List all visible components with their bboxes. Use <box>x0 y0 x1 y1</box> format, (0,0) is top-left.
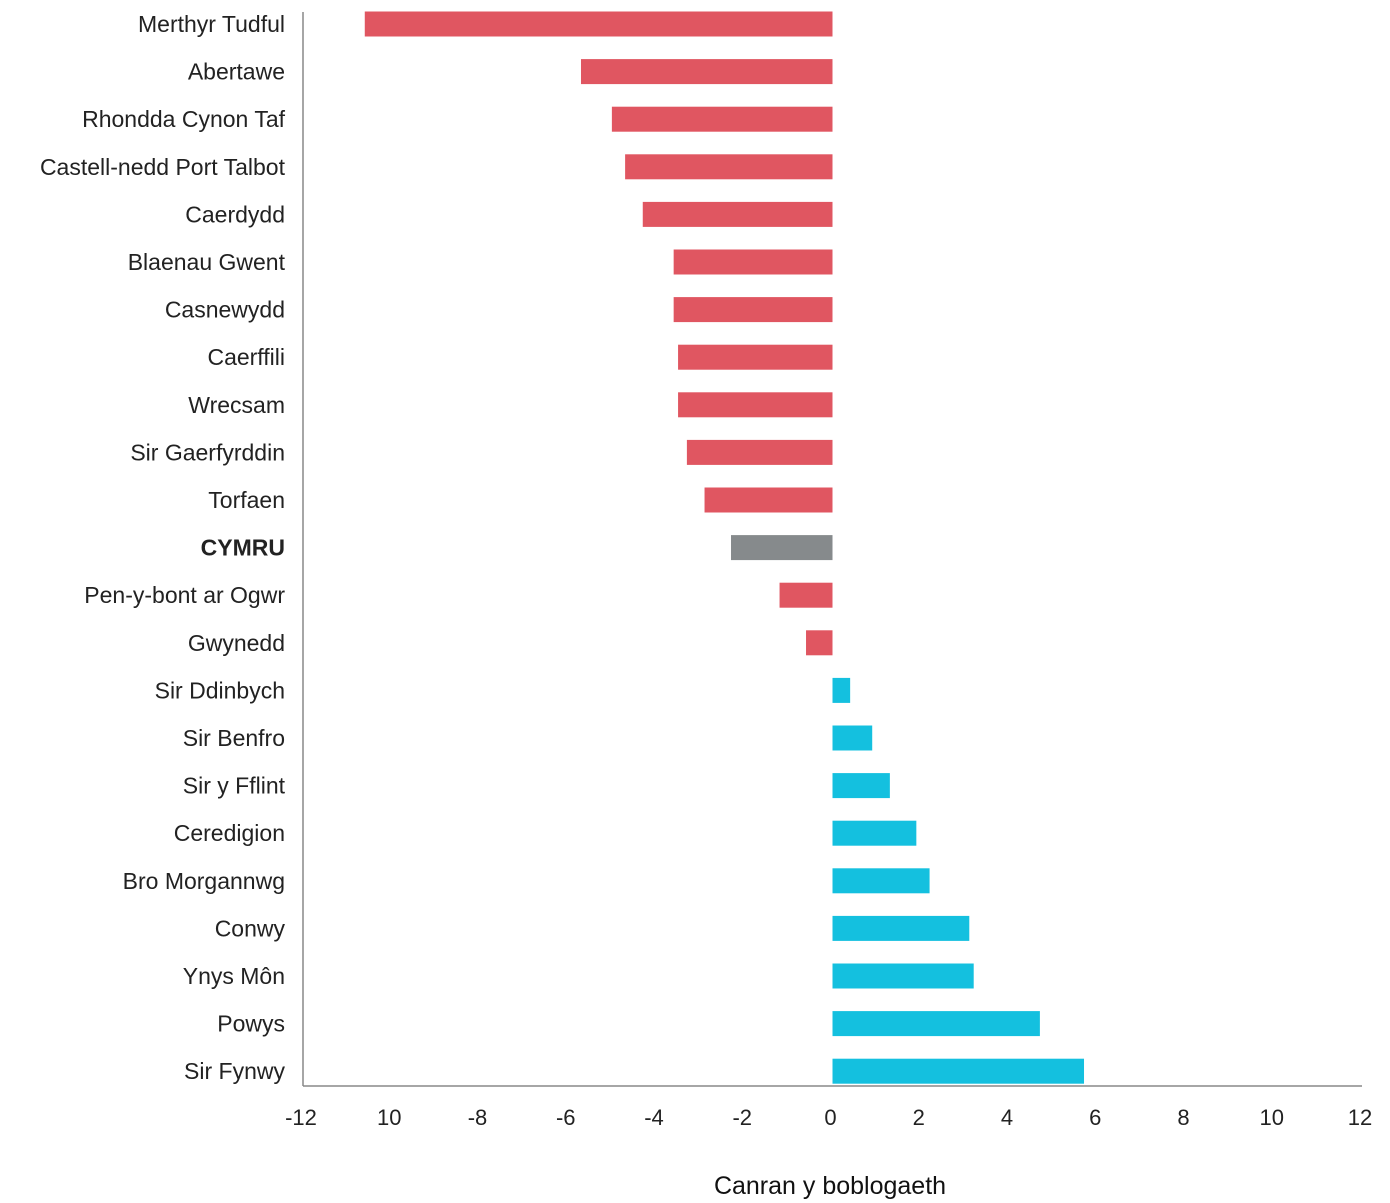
bar-20 <box>832 963 974 989</box>
bar-10 <box>704 487 833 513</box>
bar-7 <box>678 344 833 370</box>
x-tick-label-9: 6 <box>1089 1105 1101 1130</box>
bar-12 <box>779 582 833 608</box>
bar-13 <box>806 630 833 656</box>
bar-4 <box>642 201 833 227</box>
category-label-17: Ceredigion <box>174 820 285 846</box>
category-label-5: Blaenau Gwent <box>128 249 286 275</box>
category-label-15: Sir Benfro <box>183 725 285 751</box>
bar-22 <box>832 1058 1085 1084</box>
bar-6 <box>673 297 833 323</box>
bar-14 <box>832 677 851 703</box>
x-tick-label-7: 2 <box>913 1105 925 1130</box>
category-label-22: Sir Fynwy <box>184 1058 285 1084</box>
category-label-3: Castell-nedd Port Talbot <box>40 154 286 180</box>
category-label-14: Sir Ddinbych <box>155 677 285 703</box>
bar-0 <box>364 11 833 37</box>
category-label-21: Powys <box>217 1011 285 1037</box>
x-tick-label-0: -12 <box>285 1105 317 1130</box>
category-label-0: Merthyr Tudful <box>138 11 285 37</box>
bar-17 <box>832 820 917 846</box>
bar-15 <box>832 725 873 751</box>
x-tick-label-1: 10 <box>377 1105 401 1130</box>
x-tick-labels: -12 10 -8 -6 -4 -2 0 2 4 6 8 10 12 <box>285 1105 1372 1130</box>
category-label-6: Casnewydd <box>165 297 285 323</box>
x-tick-label-11: 10 <box>1260 1105 1284 1130</box>
x-tick-label-5: -2 <box>732 1105 752 1130</box>
bar-11 <box>731 535 833 561</box>
x-tick-label-6: 0 <box>824 1105 836 1130</box>
bars-group <box>364 11 1085 1084</box>
bar-1 <box>580 59 833 85</box>
category-label-20: Ynys Môn <box>183 963 285 989</box>
bar-16 <box>832 773 890 799</box>
category-labels: Merthyr Tudful Abertawe Rhondda Cynon Taf C… <box>40 11 286 1084</box>
category-label-11: CYMRU <box>201 535 285 561</box>
category-label-7: Caerffili <box>207 344 285 370</box>
x-axis-title: Canran y boblogaeth <box>714 1172 946 1200</box>
bar-18 <box>832 868 930 894</box>
x-tick-label-10: 8 <box>1177 1105 1189 1130</box>
category-label-12: Pen-y-bont ar Ogwr <box>84 582 285 608</box>
category-label-1: Abertawe <box>188 59 285 85</box>
bar-19 <box>832 915 970 941</box>
category-label-16: Sir y Fflint <box>183 773 286 799</box>
bar-2 <box>611 106 833 132</box>
x-tick-label-2: -8 <box>468 1105 488 1130</box>
bar-9 <box>686 439 833 465</box>
x-tick-label-3: -6 <box>556 1105 576 1130</box>
category-label-13: Gwynedd <box>188 630 285 656</box>
category-label-19: Conwy <box>215 915 286 941</box>
category-label-9: Sir Gaerfyrddin <box>130 439 285 465</box>
category-label-8: Wrecsam <box>188 392 285 418</box>
x-tick-label-4: -4 <box>644 1105 664 1130</box>
x-tick-label-8: 4 <box>1001 1105 1013 1130</box>
category-label-18: Bro Morgannwg <box>123 868 285 894</box>
category-label-10: Torfaen <box>208 487 285 513</box>
bar-5 <box>673 249 833 275</box>
category-label-4: Caerdydd <box>185 201 285 227</box>
x-tick-label-12: 12 <box>1348 1105 1372 1130</box>
bar-3 <box>625 154 833 180</box>
bar-8 <box>678 392 833 418</box>
category-label-2: Rhondda Cynon Taf <box>82 106 285 132</box>
bar-21 <box>832 1011 1040 1037</box>
